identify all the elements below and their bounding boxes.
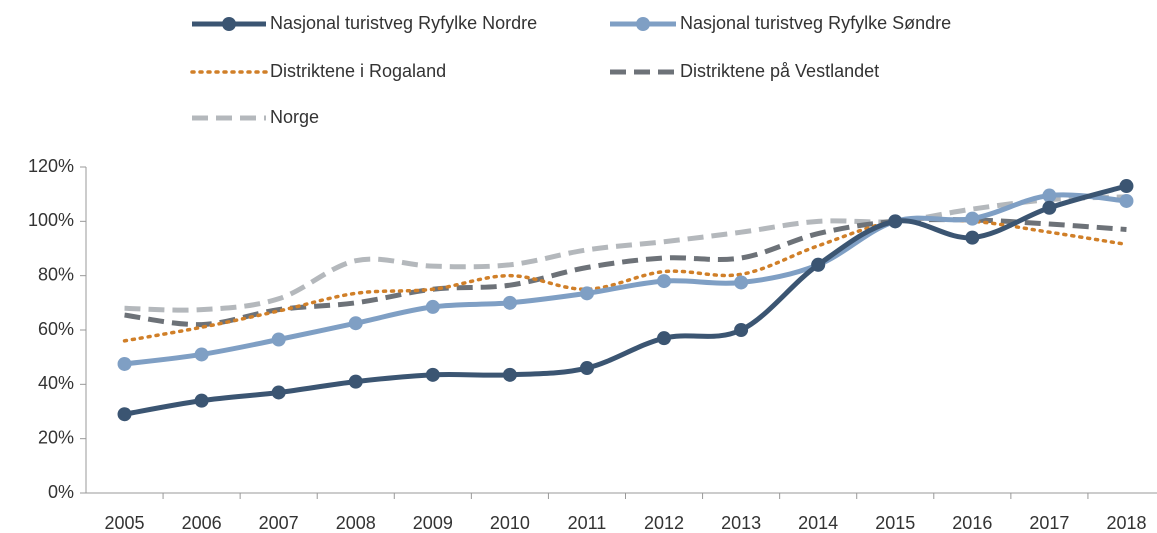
data-point	[1119, 193, 1134, 208]
data-point	[1042, 200, 1057, 215]
x-tick-label: 2005	[105, 513, 145, 533]
y-tick-label: 80%	[38, 264, 74, 284]
x-tick-label: 2010	[490, 513, 530, 533]
data-point	[657, 274, 672, 289]
x-tick-label: 2015	[875, 513, 915, 533]
data-point	[1119, 179, 1134, 194]
legend-label: Nasjonal turistveg Ryfylke Nordre	[270, 13, 537, 33]
data-point	[1042, 188, 1057, 203]
series-line	[124, 194, 1127, 313]
x-tick-label: 2007	[259, 513, 299, 533]
x-tick-label: 2011	[568, 513, 607, 533]
y-tick-label: 40%	[38, 373, 74, 393]
data-point	[117, 356, 132, 371]
data-point	[425, 367, 440, 382]
data-point	[657, 331, 672, 346]
legend-label: Distriktene på Vestlandet	[680, 61, 879, 81]
x-tick-label: 2016	[952, 513, 992, 533]
data-point	[425, 299, 440, 314]
data-point	[271, 385, 286, 400]
data-point	[579, 361, 594, 376]
x-tick-label: 2014	[798, 513, 838, 533]
data-point	[965, 230, 980, 245]
data-point	[502, 295, 517, 310]
legend-label: Norge	[270, 107, 319, 127]
legend-label: Nasjonal turistveg Ryfylke Søndre	[680, 13, 951, 33]
x-tick-label: 2009	[413, 513, 453, 533]
data-point	[271, 332, 286, 347]
y-tick-label: 60%	[38, 319, 74, 339]
legend-marker	[222, 17, 236, 31]
y-tick-label: 0%	[48, 482, 74, 502]
x-tick-label: 2017	[1029, 513, 1069, 533]
data-point	[888, 214, 903, 229]
data-point	[579, 286, 594, 301]
data-point	[502, 367, 517, 382]
data-point	[734, 323, 749, 337]
data-point	[348, 316, 363, 331]
legend-marker	[636, 17, 650, 31]
y-tick-label: 20%	[38, 427, 74, 447]
data-point	[811, 257, 826, 272]
x-tick-label: 2008	[336, 513, 376, 533]
data-point	[348, 374, 363, 389]
x-tick-label: 2013	[721, 513, 761, 533]
data-point	[965, 211, 980, 226]
data-point	[734, 275, 749, 290]
series-line	[124, 183, 1128, 417]
data-point	[117, 407, 132, 422]
data-point	[194, 393, 209, 408]
y-tick-label: 100%	[28, 210, 74, 230]
y-tick-label: 120%	[28, 156, 74, 176]
x-tick-label: 2006	[182, 513, 222, 533]
legend-label: Distriktene i Rogaland	[270, 61, 446, 81]
data-point	[194, 347, 209, 362]
x-tick-label: 2018	[1106, 513, 1146, 533]
x-tick-label: 2012	[644, 513, 684, 533]
